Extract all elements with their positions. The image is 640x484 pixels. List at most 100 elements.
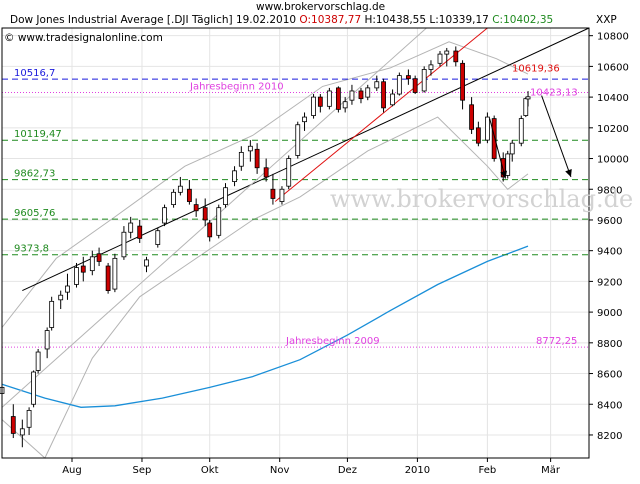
candle-body (374, 81, 380, 89)
candle-body (523, 98, 529, 116)
grid-lines (2, 28, 589, 458)
candle-body (500, 158, 506, 178)
candle-body (10, 416, 16, 434)
candle-body (326, 90, 332, 107)
candle-body (247, 145, 253, 152)
candle-body (162, 207, 167, 224)
x-tick-label: Sep (133, 465, 152, 476)
candle-body (223, 187, 228, 206)
candle-body (26, 409, 32, 428)
x-tick-label: Aug (62, 465, 82, 476)
candle-body (144, 259, 149, 267)
candle-body (35, 351, 41, 371)
candle-body (505, 153, 511, 176)
candle-body (202, 207, 208, 221)
candle-body (155, 230, 161, 245)
x-tick-label: Feb (479, 465, 497, 476)
candle-body (358, 90, 364, 100)
candle-body (279, 188, 285, 202)
candle-body (121, 231, 127, 258)
candle-body (525, 96, 531, 100)
chart-header: Dow Jones Industrial Average [.DJI Tägli… (10, 14, 553, 26)
moving-average (1, 245, 529, 408)
candle-body (365, 87, 371, 98)
candle-body (302, 116, 307, 123)
trend-line (22, 27, 590, 292)
y-tick-label: 8200 (597, 431, 622, 442)
candle-body (491, 118, 497, 159)
x-tick-label: Mär (541, 465, 561, 476)
candle-body (74, 267, 79, 285)
candle-body (335, 87, 341, 110)
instrument-label: Dow Jones Industrial Average [.DJI Tägli… (10, 14, 297, 26)
candle-body (65, 285, 70, 293)
candle-body (428, 64, 434, 70)
level-label: Jahresbeginn 2010 (189, 82, 284, 93)
candle-body (453, 50, 459, 63)
candle-body (232, 170, 237, 182)
x-tick-label: 2010 (405, 465, 430, 476)
candle-body (137, 225, 143, 239)
candle-body (518, 118, 524, 144)
forecast-arrows (489, 95, 572, 179)
candle-body (89, 256, 95, 272)
candle-body (44, 330, 50, 350)
y-tick-label: 9200 (597, 277, 622, 288)
candle-body (460, 62, 465, 101)
candle-body (469, 104, 475, 130)
candle-body (317, 96, 323, 107)
low-value: L:10339,17 (429, 14, 489, 26)
candle-body (19, 428, 25, 436)
level-label: Jahresbeginn 2009 (285, 336, 380, 347)
y-tick-label: 9400 (597, 247, 622, 258)
y-tick-label: 10800 (597, 32, 629, 43)
bollinger-lower (1, 116, 529, 459)
level-label: 9373,8 (14, 244, 49, 255)
candle-body (421, 69, 427, 92)
candle-body (412, 78, 418, 93)
candle-body (128, 222, 134, 233)
candle-body (193, 204, 199, 212)
trend-lines (1, 27, 590, 408)
source-link[interactable]: www.tradesignalonline.com (17, 32, 163, 44)
horizontal-levels (2, 78, 589, 348)
y-tick-label: 10200 (597, 124, 629, 135)
candle-body (390, 93, 395, 106)
candle-body (349, 90, 355, 101)
candle-body (509, 142, 515, 155)
candle-body (31, 371, 37, 405)
y-axis-title: XXP (596, 14, 617, 26)
y-tick-label: 9800 (597, 185, 622, 196)
level-label: 9862,73 (14, 169, 55, 180)
plot-frame (1, 27, 590, 459)
trend-line (1, 27, 427, 408)
candle-body (171, 191, 176, 206)
open-value: O:10387,77 (299, 14, 362, 26)
candle-body (475, 127, 481, 144)
axes: 8200 8400 8600 8800 9000 9200 9400 9600 9800 1000… (1, 27, 629, 476)
candle-body (485, 116, 490, 141)
candle-body (286, 158, 292, 187)
candle-body (238, 151, 244, 167)
site-title[interactable]: www.brokervorschlag.de (256, 1, 386, 13)
candle-body (216, 207, 222, 236)
value-label: 10423,13 (530, 88, 578, 99)
candle-body (437, 53, 443, 64)
watermark: www.brokervorschlag.de (330, 185, 633, 213)
y-tick-label: 10400 (597, 93, 629, 104)
x-tick-label: Okt (201, 465, 219, 476)
value-label: 8772,25 (536, 336, 577, 347)
candle-body (207, 222, 213, 238)
candle-body (342, 101, 348, 109)
level-labels: 10516,7 10119,47 9862,73 9605,76 9373,8 Jahre… (14, 63, 578, 347)
y-tick-label: 8800 (597, 339, 622, 350)
moving-average-line (1, 245, 529, 408)
bollinger-bands (1, 41, 529, 459)
source-line: © www.tradesignalonline.com (4, 32, 163, 44)
level-label: 10516,7 (14, 68, 55, 79)
value-label: 10619,36 (512, 63, 560, 74)
candle-body (381, 81, 386, 109)
close-value: C:10402,35 (492, 14, 554, 26)
